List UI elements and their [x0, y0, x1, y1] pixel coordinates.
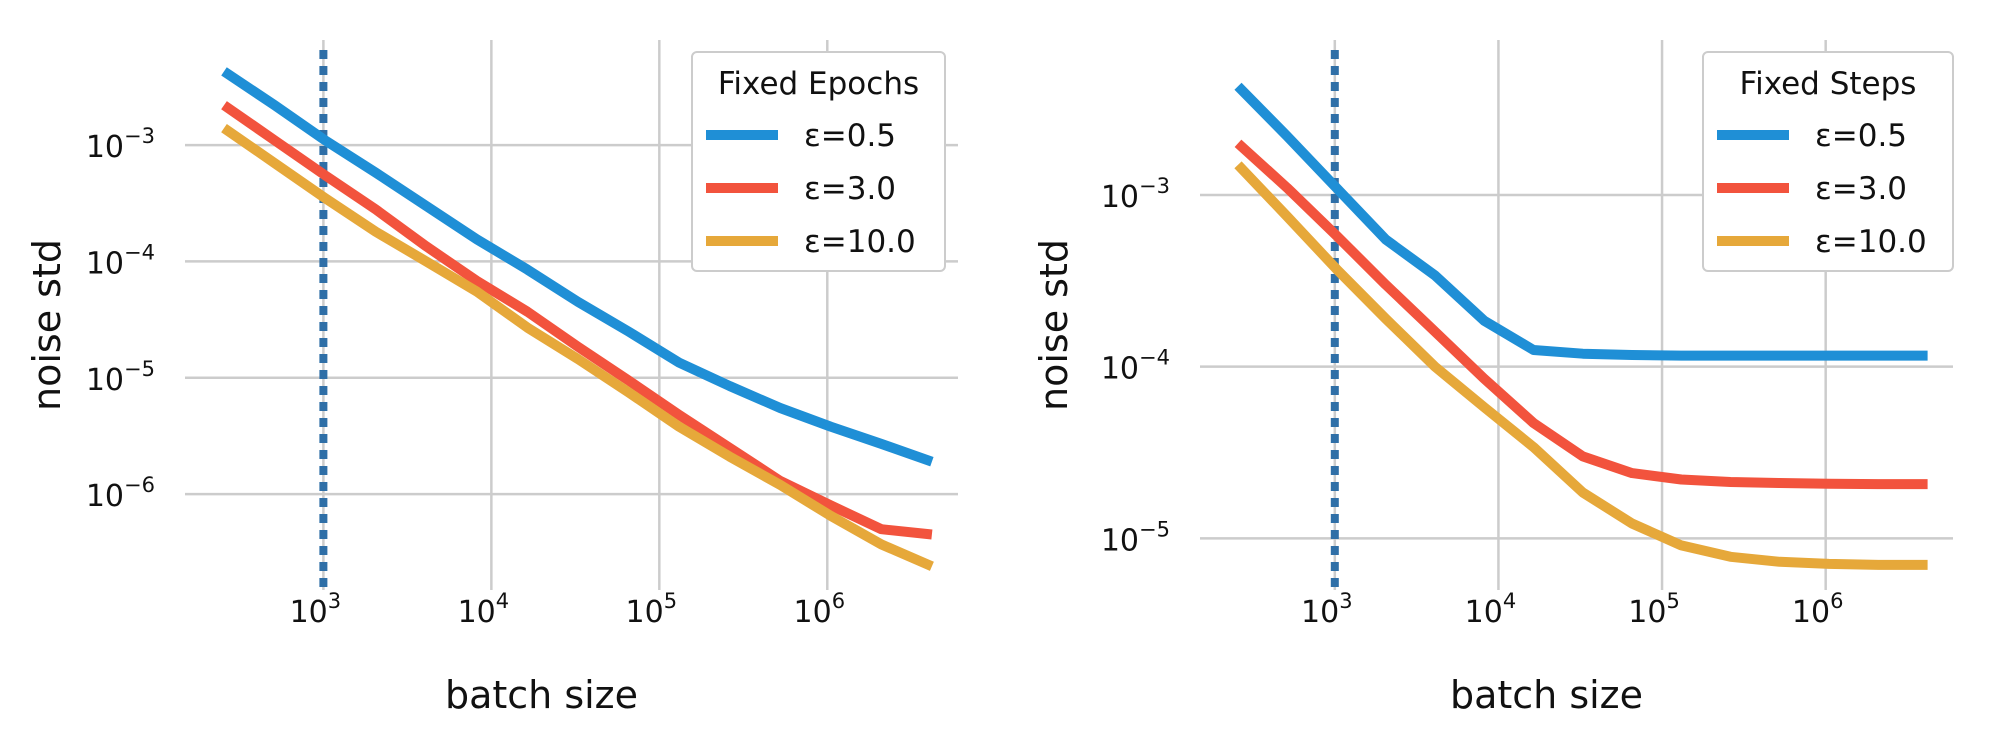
x-tick-base: 10 [1301, 595, 1339, 630]
y-tick-exponent: −5 [1139, 517, 1170, 541]
x-tick-base: 10 [626, 595, 664, 630]
y-tick-exponent: −4 [1139, 346, 1170, 370]
x-tick-exponent: 3 [328, 589, 341, 613]
series-line-1 [221, 101, 933, 540]
y-tick-label: 10−5 [86, 357, 155, 398]
x-tick-label: 104 [458, 589, 510, 630]
x-tick-label: 103 [290, 589, 342, 630]
x-tick-base: 10 [1792, 595, 1830, 630]
y-tick-base: 10 [86, 363, 124, 398]
legend-label: ε=3.0 [1815, 171, 1907, 207]
y-tick-label: 10−5 [1101, 517, 1170, 558]
y-tick-exponent: −3 [124, 124, 155, 148]
y-tick-exponent: −5 [124, 357, 155, 381]
y-tick-label: 10−3 [86, 124, 155, 165]
x-tick-label: 105 [1628, 589, 1680, 630]
x-tick-base: 10 [794, 595, 832, 630]
y-tick-label: 10−4 [86, 240, 155, 281]
x-tick-base: 10 [1465, 595, 1503, 630]
x-tick-exponent: 6 [832, 589, 845, 613]
legend-label: ε=0.5 [1815, 118, 1907, 154]
x-tick-label: 103 [1301, 589, 1353, 630]
x-tick-exponent: 4 [496, 589, 509, 613]
x-tick-label: 106 [794, 589, 846, 630]
y-tick-label: 10−4 [1101, 346, 1170, 387]
y-tick-exponent: −6 [124, 473, 155, 497]
y-tick-exponent: −3 [1139, 174, 1170, 198]
legend-box [1702, 51, 1954, 272]
legend-title: Fixed Steps [1740, 66, 1917, 102]
y-axis-label: noise std [25, 239, 69, 411]
y-tick-base: 10 [1101, 352, 1139, 387]
x-tick-exponent: 5 [1666, 589, 1679, 613]
y-tick-label: 10−3 [1101, 174, 1170, 215]
legend-label: ε=0.5 [804, 118, 896, 154]
x-tick-exponent: 3 [1339, 589, 1352, 613]
x-tick-label: 105 [626, 589, 678, 630]
series-line-2 [221, 123, 934, 571]
series-line-0 [221, 67, 934, 467]
legend: Fixed Epochs ε=0.5 ε=3.0 ε=10.0 [691, 51, 946, 272]
x-tick-label: 104 [1465, 589, 1517, 630]
legend-title: Fixed Epochs [718, 66, 919, 102]
y-tick-base: 10 [86, 246, 124, 281]
x-axis-label: batch size [445, 673, 638, 717]
x-tick-base: 10 [1628, 595, 1666, 630]
x-axis-label: batch size [1450, 673, 1643, 717]
x-tick-exponent: 4 [1503, 589, 1516, 613]
legend-label: ε=3.0 [804, 171, 896, 207]
y-tick-label: 10−6 [86, 473, 155, 514]
x-tick-base: 10 [290, 595, 328, 630]
series-line-0 [1234, 82, 1928, 361]
series-line-2 [1234, 161, 1928, 570]
legend-label: ε=10.0 [1815, 224, 1927, 260]
y-tick-exponent: −4 [124, 240, 155, 264]
x-tick-exponent: 5 [664, 589, 677, 613]
legend-label: ε=10.0 [804, 224, 916, 260]
x-tick-exponent: 6 [1830, 589, 1843, 613]
series-line-1 [1234, 139, 1928, 490]
y-axis-label: noise std [1032, 239, 1076, 411]
x-tick-label: 106 [1792, 589, 1844, 630]
y-tick-base: 10 [86, 479, 124, 514]
y-tick-base: 10 [1101, 180, 1139, 215]
y-tick-base: 10 [1101, 523, 1139, 558]
y-tick-base: 10 [86, 130, 124, 165]
legend-box [691, 51, 946, 272]
x-tick-base: 10 [458, 595, 496, 630]
legend: Fixed Steps ε=0.5 ε=3.0 ε=10.0 [1702, 51, 1954, 272]
